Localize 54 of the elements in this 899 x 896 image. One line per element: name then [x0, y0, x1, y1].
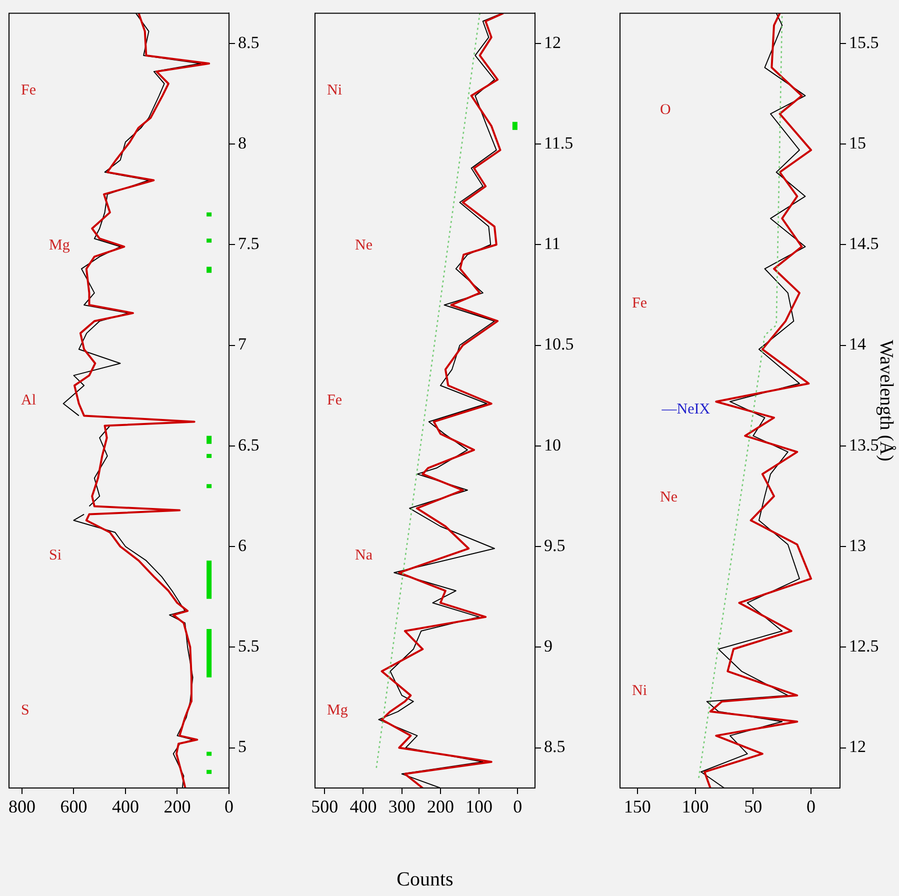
x-tick-label: 600	[60, 796, 88, 817]
annotation: Ni	[327, 82, 342, 99]
y-tick-label: 15.5	[849, 32, 879, 52]
y-tick-label: 5	[238, 737, 246, 756]
y-tick-label: 8.5	[238, 32, 260, 52]
x-tick-label: 400	[112, 796, 139, 817]
annotation: Fe	[632, 296, 648, 312]
y-tick-label: 10	[544, 435, 561, 454]
y-tick-label: 13	[849, 536, 866, 555]
y-tick-label: 8.5	[544, 737, 566, 756]
x-axis-title: Counts	[396, 868, 454, 890]
annotation: Si	[49, 547, 62, 564]
annotation: S	[21, 702, 30, 718]
x-tick-label: 200	[164, 796, 191, 817]
annotation: Ne	[660, 489, 678, 506]
annotation: O	[660, 102, 671, 118]
y-tick-label: 7	[238, 334, 247, 354]
y-tick-label: 12	[544, 32, 561, 52]
y-tick-label: 6.5	[238, 435, 260, 454]
x-tick-label: 50	[744, 796, 762, 817]
y-tick-label: 9	[544, 636, 552, 656]
annotation: Ni	[632, 683, 647, 700]
y-tick-label: 5.5	[238, 636, 260, 656]
y-tick-label: 11.5	[544, 133, 574, 152]
y-tick-label: 10.5	[544, 334, 574, 354]
annotation: Ne	[355, 238, 373, 254]
x-tick-label: 200	[426, 796, 454, 817]
annotation: Fe	[327, 392, 342, 409]
annotation: Na	[355, 547, 373, 564]
annotation: Mg	[49, 238, 70, 254]
annotation: —NeIX	[660, 402, 710, 418]
x-tick-label: 800	[8, 796, 36, 817]
x-tick-label: 400	[350, 796, 377, 817]
annotation: Fe	[21, 82, 36, 99]
x-tick-label: 0	[806, 796, 816, 817]
y-tick-label: 11	[544, 234, 560, 254]
y-tick-label: 12	[849, 737, 866, 756]
y-tick-label: 14	[849, 334, 866, 354]
x-tick-label: 100	[466, 796, 493, 817]
x-tick-label: 0	[513, 796, 522, 817]
x-tick-label: 100	[682, 796, 709, 817]
y-tick-label: 12.5	[849, 636, 879, 656]
annotation: Al	[21, 392, 36, 409]
x-tick-label: 300	[388, 796, 416, 817]
y-tick-label: 7.5	[238, 234, 260, 254]
y-tick-label: 15	[849, 133, 866, 152]
x-tick-label: 0	[224, 796, 234, 817]
x-tick-label: 150	[624, 796, 651, 817]
x-tick-label: 500	[311, 796, 338, 817]
y-tick-label: 6	[238, 536, 246, 555]
annotation: Mg	[327, 702, 348, 718]
y-tick-label: 8	[238, 133, 246, 152]
y-tick-label: 9.5	[544, 536, 566, 555]
y-tick-label: 14.5	[849, 234, 879, 254]
